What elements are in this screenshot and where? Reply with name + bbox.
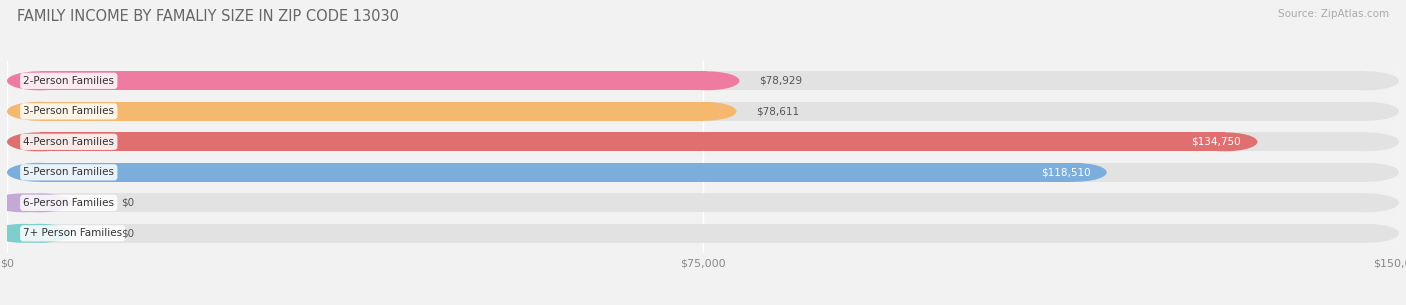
Bar <box>39 224 1367 243</box>
Ellipse shape <box>7 71 72 90</box>
Text: 5-Person Families: 5-Person Families <box>24 167 114 177</box>
Text: 3-Person Families: 3-Person Families <box>24 106 114 116</box>
Ellipse shape <box>1334 163 1399 182</box>
Ellipse shape <box>1334 193 1399 212</box>
Ellipse shape <box>7 102 72 121</box>
Ellipse shape <box>7 163 72 182</box>
Ellipse shape <box>1334 224 1399 243</box>
Text: $78,929: $78,929 <box>759 76 801 86</box>
Ellipse shape <box>0 193 56 212</box>
Ellipse shape <box>7 71 72 90</box>
Text: $118,510: $118,510 <box>1040 167 1091 177</box>
Ellipse shape <box>1334 102 1399 121</box>
Ellipse shape <box>7 132 72 151</box>
Ellipse shape <box>1334 132 1399 151</box>
Text: 6-Person Families: 6-Person Families <box>24 198 114 208</box>
Text: Source: ZipAtlas.com: Source: ZipAtlas.com <box>1278 9 1389 19</box>
Bar <box>39 71 707 90</box>
Ellipse shape <box>1042 163 1107 182</box>
Text: $0: $0 <box>121 228 134 238</box>
Bar <box>39 132 1225 151</box>
Bar <box>39 102 704 121</box>
Text: FAMILY INCOME BY FAMALIY SIZE IN ZIP CODE 13030: FAMILY INCOME BY FAMALIY SIZE IN ZIP COD… <box>17 9 399 24</box>
Ellipse shape <box>675 71 740 90</box>
Ellipse shape <box>7 224 72 243</box>
Text: 4-Person Families: 4-Person Families <box>24 137 114 147</box>
Ellipse shape <box>7 193 72 212</box>
Ellipse shape <box>7 224 72 243</box>
Bar <box>39 193 1367 212</box>
Text: $134,750: $134,750 <box>1192 137 1241 147</box>
Text: $78,611: $78,611 <box>756 106 799 116</box>
Text: 2-Person Families: 2-Person Families <box>24 76 114 86</box>
Ellipse shape <box>0 224 56 243</box>
Ellipse shape <box>1192 132 1257 151</box>
Ellipse shape <box>7 163 72 182</box>
Text: $0: $0 <box>121 198 134 208</box>
Ellipse shape <box>7 102 72 121</box>
Ellipse shape <box>1334 71 1399 90</box>
Ellipse shape <box>672 102 737 121</box>
Bar <box>39 71 1367 90</box>
Ellipse shape <box>7 132 72 151</box>
Bar <box>39 163 1367 182</box>
Bar <box>39 102 1367 121</box>
Bar <box>39 132 1367 151</box>
Bar <box>39 163 1074 182</box>
Ellipse shape <box>7 193 72 212</box>
Text: 7+ Person Families: 7+ Person Families <box>24 228 122 238</box>
